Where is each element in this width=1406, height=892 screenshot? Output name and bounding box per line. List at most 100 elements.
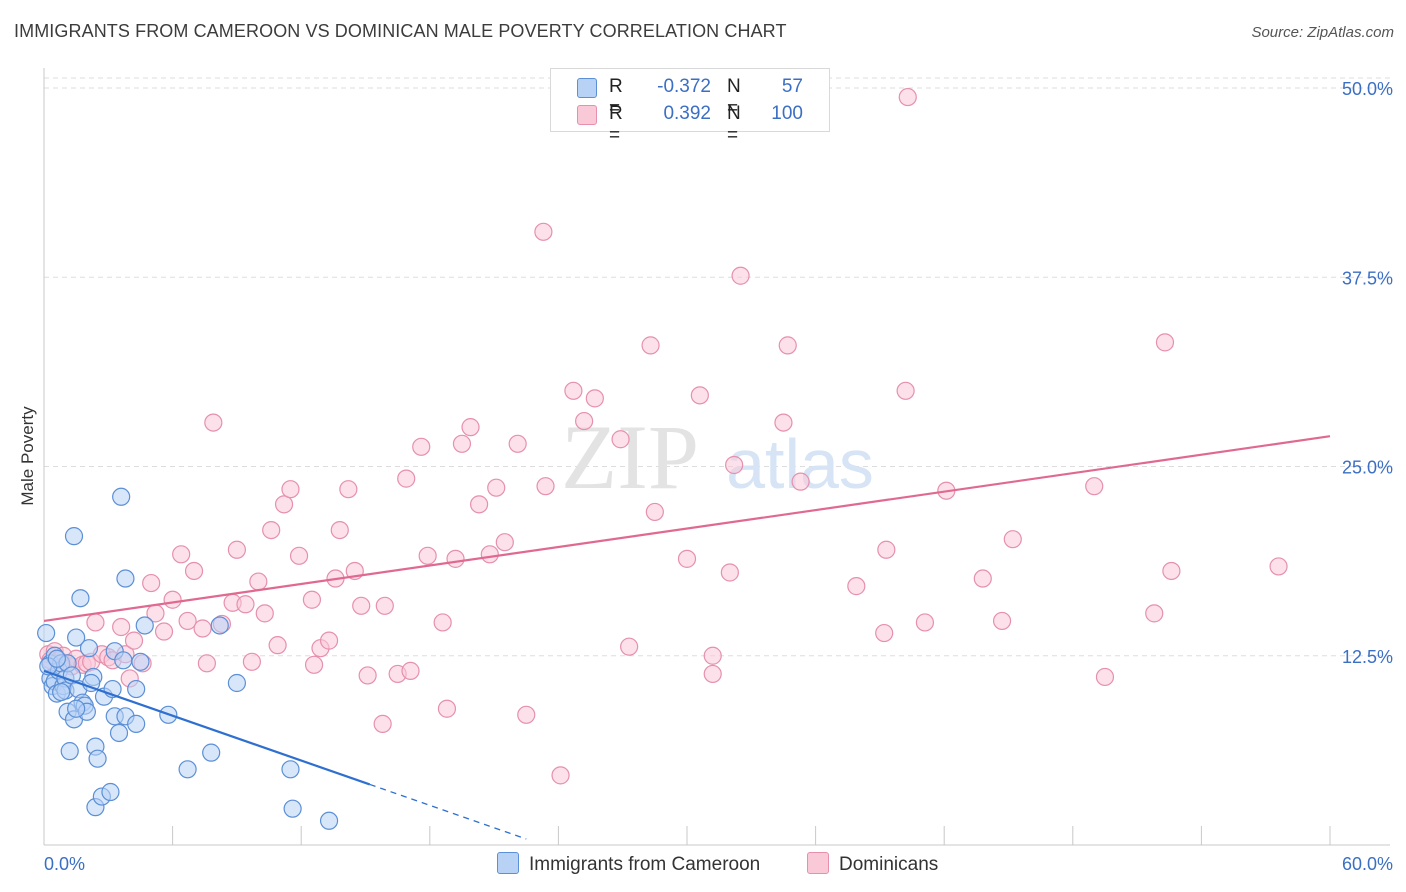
dominican-point bbox=[358, 666, 377, 685]
cameroon-point bbox=[319, 811, 339, 830]
dominican-point bbox=[339, 480, 358, 499]
dominican-point bbox=[262, 520, 281, 540]
dominican-point bbox=[184, 561, 204, 581]
watermark: ZIP atlas bbox=[561, 406, 874, 508]
cameroon-trend-line bbox=[43, 669, 371, 786]
chart-title: IMMIGRANTS FROM CAMEROON VS DOMINICAN MA… bbox=[14, 21, 787, 41]
y-tick-label: 25.0% bbox=[1342, 458, 1393, 478]
cameroon-point bbox=[116, 569, 135, 588]
bottom-legend-cameroon: Immigrants from Cameroon bbox=[497, 852, 760, 876]
watermark-atlas: atlas bbox=[726, 425, 874, 503]
correlation-legend: R = -0.372 N = 57 R = 0.392 N = 100 bbox=[550, 68, 830, 146]
bottom-legend-swatch-pink bbox=[807, 852, 829, 874]
dominican-point bbox=[677, 549, 697, 568]
cameroon-point bbox=[82, 673, 101, 693]
dominican-point bbox=[992, 611, 1012, 631]
dominican-point bbox=[1155, 333, 1175, 352]
legend-swatch-pink bbox=[577, 105, 597, 125]
dominican-point bbox=[304, 655, 324, 674]
dominican-point bbox=[249, 572, 268, 591]
dominican-trend-line bbox=[43, 435, 1331, 623]
dominican-point bbox=[847, 577, 866, 596]
dominican-point bbox=[227, 540, 246, 559]
dominican-point bbox=[319, 631, 339, 650]
cameroon-point bbox=[178, 760, 197, 779]
legend-r-value: 0.392 bbox=[663, 103, 711, 124]
cameroon-point bbox=[101, 782, 120, 802]
cameroon-point bbox=[88, 749, 107, 768]
dominican-point bbox=[204, 413, 223, 432]
legend-r-value: -0.372 bbox=[657, 76, 711, 97]
dominican-point bbox=[412, 437, 431, 456]
dominican-point bbox=[330, 520, 349, 540]
dominican-point bbox=[1162, 561, 1181, 581]
dominican-point bbox=[620, 637, 639, 656]
cameroon-point bbox=[71, 589, 90, 608]
dominican-point bbox=[585, 389, 604, 408]
dominican-point bbox=[703, 646, 722, 665]
dominican-point bbox=[480, 545, 499, 564]
dominican-point bbox=[461, 418, 480, 437]
dominican-point bbox=[281, 480, 300, 499]
dominican-point bbox=[274, 495, 294, 514]
x-tick-label: 0.0% bbox=[44, 854, 85, 874]
dominican-point bbox=[641, 336, 660, 355]
dominican-point bbox=[508, 434, 527, 453]
dominican-point bbox=[452, 434, 472, 453]
y-tick-label: 50.0% bbox=[1342, 79, 1393, 99]
legend-n-label: N = bbox=[727, 76, 741, 119]
dominican-point bbox=[875, 623, 894, 643]
dominican-point bbox=[517, 705, 536, 724]
cameroon-point bbox=[202, 743, 221, 762]
cameroon-point bbox=[60, 742, 79, 761]
dominican-point bbox=[433, 613, 452, 632]
dominican-point bbox=[255, 604, 274, 623]
cameroon-point bbox=[109, 723, 129, 743]
legend-n-label: N = bbox=[727, 103, 741, 146]
trend-lines bbox=[43, 435, 1331, 840]
cameroon-point bbox=[52, 682, 71, 702]
dominican-point bbox=[375, 596, 394, 615]
dominican-point bbox=[236, 595, 255, 614]
cameroon-point bbox=[127, 679, 146, 699]
dominican-point bbox=[1085, 477, 1104, 496]
bottom-legend-dominicans: Dominicans bbox=[807, 852, 938, 876]
dominican-point bbox=[791, 472, 810, 491]
dominican-point bbox=[915, 613, 935, 632]
dominican-point bbox=[725, 455, 744, 475]
tick-labels: 12.5% 25.0% 37.5% 50.0% 0.0% 60.0% bbox=[44, 79, 1393, 874]
dominican-point bbox=[534, 222, 553, 241]
dominican-point bbox=[197, 654, 216, 673]
dominican-point bbox=[551, 766, 570, 785]
legend-r-label: R = bbox=[609, 103, 623, 146]
dominican-point bbox=[437, 699, 457, 718]
cameroon-point bbox=[79, 639, 99, 658]
dominican-point bbox=[446, 549, 465, 568]
dominican-point bbox=[720, 563, 739, 582]
dominican-point bbox=[645, 502, 664, 522]
dominican-point bbox=[418, 546, 437, 565]
dominican-point bbox=[731, 266, 750, 285]
cameroon-point bbox=[37, 623, 56, 643]
axes bbox=[43, 68, 1390, 846]
dominican-point bbox=[774, 413, 793, 432]
bottom-legend-swatch-blue bbox=[497, 852, 519, 874]
cameroon-point bbox=[127, 714, 146, 733]
dominican-point bbox=[778, 336, 797, 355]
dominican-point bbox=[268, 636, 287, 655]
cameroon-point bbox=[112, 487, 131, 506]
legend-swatch-blue bbox=[577, 78, 597, 98]
cameroon-point bbox=[281, 760, 300, 779]
dominican-point bbox=[703, 664, 722, 684]
dominican-point bbox=[487, 478, 506, 497]
dominican-point bbox=[302, 590, 322, 609]
cameroon-point bbox=[283, 799, 302, 818]
cameroon-point bbox=[131, 652, 150, 671]
cameroon-point bbox=[227, 673, 246, 693]
dominican-point bbox=[1269, 557, 1288, 576]
dominican-point bbox=[86, 613, 105, 632]
dominican-point bbox=[877, 540, 896, 559]
y-tick-label: 37.5% bbox=[1342, 268, 1393, 288]
cameroon-point bbox=[114, 651, 133, 670]
